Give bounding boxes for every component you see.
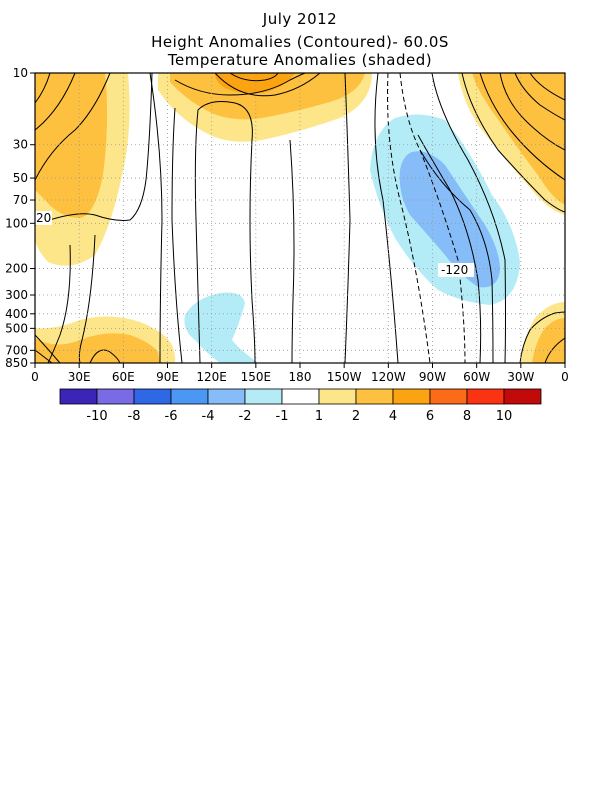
contour-line <box>214 73 321 97</box>
contour-line <box>289 139 295 363</box>
x-tick-label: 0 <box>561 370 569 384</box>
y-tick-label: 10 <box>13 66 28 80</box>
y-tick-label: 200 <box>5 262 28 276</box>
x-tick-label: 30E <box>68 370 91 384</box>
y-tick-label: 300 <box>5 288 28 302</box>
y-tick-label: 70 <box>13 193 28 207</box>
contour-line <box>479 73 565 181</box>
colorbar-swatch <box>170 388 209 405</box>
y-tick-label: 700 <box>5 343 28 357</box>
contour-label-20-text: 20 <box>36 211 51 225</box>
x-tick-label: 150W <box>327 370 362 384</box>
colorbar-swatch <box>207 388 246 405</box>
x-tick-label: 90W <box>419 370 446 384</box>
colorbar-swatch <box>392 388 431 405</box>
contour-line <box>35 73 111 181</box>
warm-region-left-core <box>35 73 108 218</box>
contour-line <box>35 73 153 226</box>
x-tick-label: 180 <box>289 370 312 384</box>
x-tick-label: 60W <box>463 370 490 384</box>
contour-line <box>499 73 565 151</box>
colorbar-label: 8 <box>463 409 471 424</box>
y-tick-label: 400 <box>5 307 28 321</box>
contour-line-dashed <box>387 73 431 363</box>
contour-line <box>35 334 61 363</box>
contour-line <box>171 107 183 363</box>
x-tick-label: 0 <box>31 370 39 384</box>
x-tick-label: 120W <box>371 370 406 384</box>
contour-line <box>149 73 163 363</box>
colorbar-swatch <box>244 388 283 405</box>
cold-anomaly-regions <box>184 114 520 363</box>
colorbar-label: -4 <box>202 409 215 424</box>
warm-region-bottom-left-core <box>35 333 160 363</box>
colorbar-swatch <box>503 388 542 405</box>
chart-subtitle-height: Height Anomalies (Contoured)- 60.0S <box>151 33 449 51</box>
contour-line <box>47 244 71 363</box>
colorbar: -10 -8 -6 -4 -2 -1 1 2 4 6 8 10 <box>59 388 542 424</box>
contour-line <box>89 349 121 363</box>
contour-line <box>174 73 306 96</box>
contour-label-20: 20 <box>34 211 52 225</box>
cold-region-east-pacific-core <box>399 151 500 288</box>
y-tick-label: 850 <box>5 356 28 370</box>
colorbar-label: 10 <box>496 409 513 424</box>
colorbar-swatch <box>429 388 468 405</box>
contour-line <box>417 134 482 363</box>
colorbar-label: -10 <box>86 409 107 424</box>
y-tick-label: 30 <box>13 138 28 152</box>
x-axis: 0 30E 60E 90E 120E 150E 180 150W 120W 90W 60W 30W 0 <box>31 363 569 384</box>
contour-line <box>514 73 565 121</box>
colorbar-swatch <box>355 388 394 405</box>
x-tick-label: 120E <box>196 370 227 384</box>
contour-line <box>431 73 506 363</box>
colorbar-swatch <box>133 388 172 405</box>
cold-region-west-pacific <box>184 292 258 363</box>
height-contours <box>35 73 565 363</box>
colorbar-swatch <box>318 388 357 405</box>
colorbar-swatch <box>281 388 320 405</box>
colorbar-label: 6 <box>426 409 434 424</box>
contour-line <box>529 73 565 101</box>
contour-line <box>519 311 565 363</box>
contour-line <box>461 73 565 213</box>
x-tick-label: 150E <box>241 370 272 384</box>
contour-line <box>35 73 76 131</box>
contour-line <box>419 149 494 363</box>
colorbar-label: 2 <box>352 409 360 424</box>
contour-line <box>194 101 256 363</box>
contour-line <box>544 337 565 363</box>
colorbar-label: -8 <box>128 409 141 424</box>
colorbar-swatch <box>96 388 135 405</box>
warm-region-bottom-right-core <box>532 318 565 363</box>
chart-subtitle-temperature: Temperature Anomalies (shaded) <box>167 51 433 69</box>
colorbar-swatch <box>59 388 98 405</box>
plot-gridlines <box>35 73 565 363</box>
colorbar-label: 4 <box>389 409 397 424</box>
contour-line <box>344 73 351 363</box>
x-tick-label: 90E <box>156 370 179 384</box>
contour-line <box>78 234 96 363</box>
contour-line <box>35 73 51 104</box>
colorbar-swatch <box>466 388 505 405</box>
y-tick-label: 50 <box>13 171 28 185</box>
contour-label-minus-120: -120 <box>438 263 474 277</box>
y-tick-label: 500 <box>5 321 28 335</box>
chart-title: July 2012 <box>262 10 338 28</box>
colorbar-label: 1 <box>315 409 323 424</box>
x-tick-label: 60E <box>112 370 135 384</box>
contour-line-dashed <box>399 73 466 363</box>
colorbar-label: -6 <box>165 409 178 424</box>
contour-line <box>229 73 279 82</box>
y-tick-label: 100 <box>5 216 28 230</box>
contour-label-minus-120-text: -120 <box>441 263 468 277</box>
colorbar-label: -1 <box>276 409 289 424</box>
colorbar-label: -2 <box>239 409 252 424</box>
x-tick-label: 30W <box>507 370 534 384</box>
